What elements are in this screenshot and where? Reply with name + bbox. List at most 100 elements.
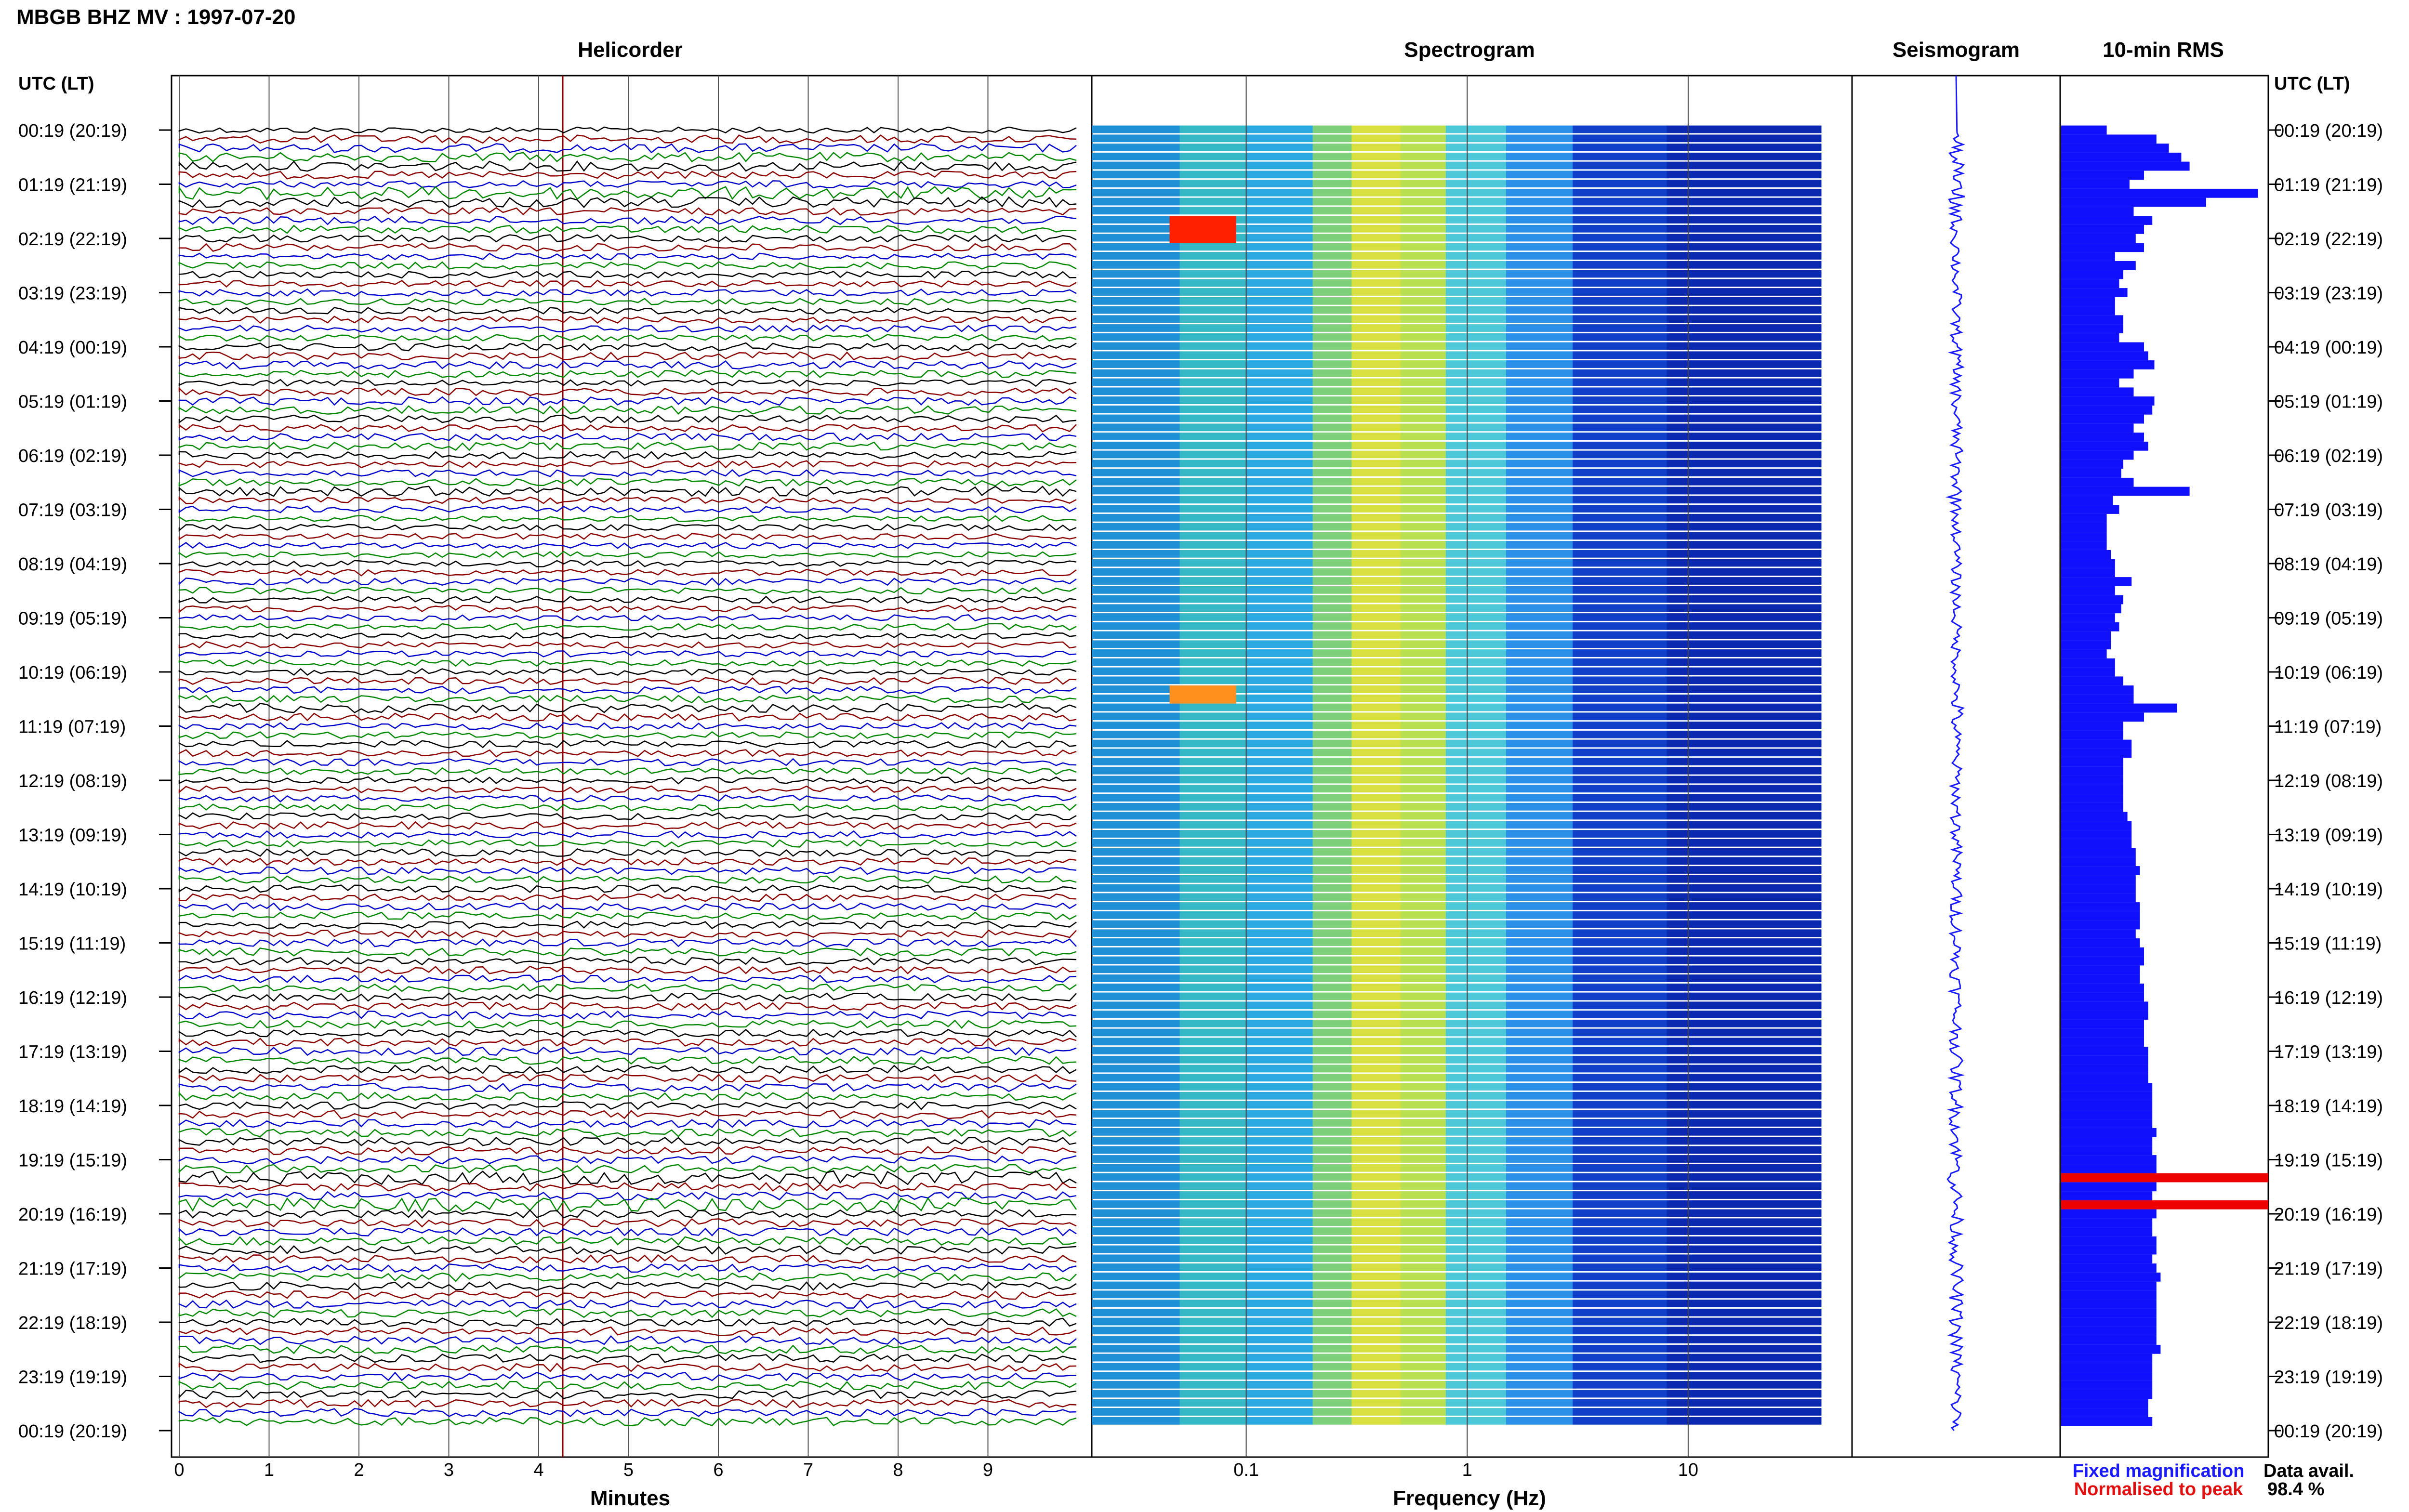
spectrogram-cell	[1667, 722, 1822, 729]
spectrogram-cell	[1312, 676, 1352, 684]
spectrogram-cell	[1246, 929, 1313, 937]
spectrogram-cell	[1179, 333, 1247, 341]
spectrogram-cell	[1506, 1336, 1573, 1343]
spectrogram-cell	[1246, 315, 1313, 323]
rms-bar	[2061, 1164, 2157, 1173]
helicorder-trace-row	[178, 351, 1077, 361]
spectrogram-cell	[1506, 812, 1573, 820]
spectrogram-cell	[1445, 776, 1507, 784]
spectrogram-cell	[1573, 1155, 1667, 1163]
spectrogram-cell	[1351, 893, 1401, 901]
spectrogram-cell	[1179, 1019, 1247, 1027]
spectrogram-cell	[1312, 1164, 1352, 1172]
spectrogram-cell	[1351, 197, 1401, 206]
spectrogram-cell	[1445, 261, 1507, 269]
spectrogram-cell	[1506, 848, 1573, 856]
spectrogram-cell	[1312, 622, 1352, 630]
spectrogram-cell	[1351, 224, 1401, 233]
spectrogram-cell	[1506, 144, 1573, 151]
seismogram-title: Seismogram	[1893, 38, 2020, 62]
time-axis-header-right: UTC (LT)	[2274, 74, 2350, 94]
helicorder-title: Helicorder	[578, 38, 683, 62]
spectrogram-cell	[1667, 631, 1822, 639]
spectrogram-cell	[1573, 884, 1667, 892]
spectrogram-cell	[1401, 523, 1446, 531]
spectrogram-cell	[1312, 1354, 1352, 1362]
spectrogram-cell	[1351, 1146, 1401, 1154]
spectrogram-cell	[1312, 270, 1352, 278]
spectrogram-cell	[1351, 821, 1401, 829]
spectrogram-cell	[1667, 496, 1822, 504]
spectrogram-cell	[1246, 261, 1313, 269]
rms-bar	[2061, 125, 2107, 135]
rms-bar	[2061, 342, 2144, 352]
spectrogram-cell	[1445, 550, 1507, 558]
spectrogram-cell	[1573, 1055, 1667, 1064]
spectrogram-cell	[1092, 1236, 1180, 1244]
spectrogram-cell	[1312, 1254, 1352, 1262]
spectrogram-cell	[1506, 171, 1573, 179]
helicorder-panel	[171, 75, 1093, 1458]
spectrogram-cell	[1246, 1254, 1313, 1262]
helicorder-trace-row	[178, 298, 1077, 306]
spectrogram-cell	[1667, 486, 1822, 495]
spectrogram-cell	[1351, 1083, 1401, 1091]
spectrogram-cell	[1667, 441, 1822, 449]
spectrogram-cell	[1179, 1164, 1247, 1172]
spectrogram-cell	[1573, 1128, 1667, 1136]
rms-bar	[2061, 523, 2107, 532]
spectrogram-cell	[1246, 1317, 1313, 1326]
time-label-right: 01:19 (21:19)	[2274, 175, 2383, 196]
spectrogram-cell	[1573, 351, 1667, 359]
rms-bar	[2061, 1146, 2153, 1156]
spectrogram-cell	[1351, 839, 1401, 847]
spectrogram-cell	[1246, 622, 1313, 630]
spectrogram-cell	[1179, 1254, 1247, 1262]
time-label-left: 18:19 (14:19)	[18, 1096, 127, 1117]
spectrogram-cell	[1667, 297, 1822, 305]
spectrogram-cell	[1351, 947, 1401, 955]
rms-bar	[2061, 1209, 2157, 1219]
spectrogram-cell	[1573, 477, 1667, 486]
spectrogram-cell	[1506, 450, 1573, 459]
spectrogram-cell	[1573, 766, 1667, 775]
rms-bar	[2061, 486, 2190, 496]
spectrogram-cell	[1179, 676, 1247, 684]
spectrogram-cell	[1092, 559, 1180, 567]
spectrogram-cell	[1506, 1308, 1573, 1316]
spectrogram-cell	[1506, 1055, 1573, 1064]
spectrogram-cell	[1445, 722, 1507, 729]
helicorder-trace-row	[178, 151, 1077, 163]
helicorder-trace-row	[178, 224, 1077, 234]
spectrogram-cell	[1312, 134, 1352, 143]
rms-bar	[2061, 405, 2153, 415]
spectrogram-cell	[1401, 460, 1446, 468]
spectrogram-cell	[1667, 369, 1822, 377]
helicorder-trace-row	[178, 587, 1077, 595]
spectrogram-cell	[1573, 992, 1667, 1000]
rms-bar	[2061, 532, 2107, 541]
spectrogram-cell	[1445, 1137, 1507, 1145]
spectrogram-cell	[1573, 676, 1667, 684]
spectrogram-cell	[1351, 369, 1401, 377]
spectrogram-cell	[1573, 722, 1667, 729]
rms-bar	[2061, 604, 2121, 614]
spectrogram-cell	[1401, 180, 1446, 187]
rms-bar	[2061, 144, 2169, 153]
spectrogram-cell	[1506, 1300, 1573, 1307]
spectrogram-cell	[1092, 460, 1180, 468]
time-label-left: 05:19 (01:19)	[18, 392, 127, 412]
time-label-left: 13:19 (09:19)	[18, 826, 127, 846]
spectrogram-cell	[1092, 893, 1180, 901]
spectrogram-cell	[1179, 279, 1247, 287]
spectrogram-cell	[1312, 1344, 1352, 1353]
rms-bar	[2061, 875, 2136, 884]
legend-fixed-magnification: Fixed magnification	[2073, 1461, 2245, 1481]
rms-bar	[2061, 857, 2136, 867]
spectrogram-cell	[1179, 938, 1247, 946]
spectrogram-cell	[1506, 1128, 1573, 1136]
spectrogram-cell	[1092, 279, 1180, 287]
spectrogram-cell	[1312, 360, 1352, 368]
time-label-right: 22:19 (18:19)	[2274, 1313, 2383, 1333]
